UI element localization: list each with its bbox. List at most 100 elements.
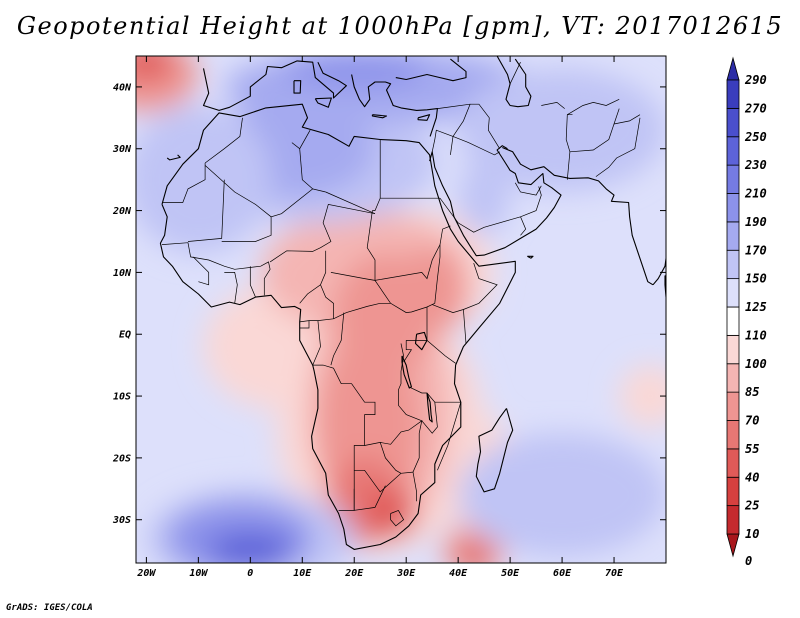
border-line-33 bbox=[434, 401, 462, 471]
border-line-38 bbox=[452, 103, 500, 149]
border-line-34 bbox=[192, 256, 210, 286]
colorbar-swatch-3 bbox=[726, 448, 740, 478]
border-line-45 bbox=[567, 98, 620, 116]
field-region-22 bbox=[136, 105, 272, 254]
coastline-black-sea bbox=[395, 58, 467, 82]
border-line-41 bbox=[439, 186, 542, 233]
colorbar: 0 10 25 40 55 70 85 100 110 125 150 170 190 210 230 250… bbox=[726, 56, 767, 568]
border-line-26 bbox=[432, 304, 467, 344]
lon-tick-label: 60E bbox=[553, 568, 572, 579]
field-region-8 bbox=[395, 247, 469, 335]
colorbar-label: 290 bbox=[744, 73, 767, 87]
border-line-16 bbox=[320, 284, 334, 319]
border-line-47 bbox=[613, 114, 641, 125]
border-line-18 bbox=[299, 318, 334, 323]
colorbar-swatch-1 bbox=[726, 505, 740, 535]
field-region-14 bbox=[136, 56, 173, 81]
field-region-19 bbox=[281, 56, 427, 87]
border-line-15 bbox=[374, 244, 441, 281]
coastline-caspian bbox=[496, 56, 532, 108]
border-line-49 bbox=[708, 161, 713, 198]
coastline-sardinia bbox=[293, 80, 302, 94]
colorbar-swatch-6 bbox=[726, 363, 740, 393]
border-line-9 bbox=[221, 216, 272, 242]
colorbar-swatch-4 bbox=[726, 420, 740, 450]
border-line-20 bbox=[312, 320, 376, 511]
border-line-8 bbox=[187, 179, 225, 242]
colorbar-swatch-12 bbox=[726, 193, 740, 223]
lon-tick-label: 10E bbox=[293, 568, 312, 579]
border-line-10 bbox=[161, 242, 271, 296]
map-title: Geopotential Height at 1000hPa [gpm], VT… bbox=[16, 12, 784, 40]
colorbar-label: 210 bbox=[744, 187, 767, 201]
border-line-5 bbox=[372, 139, 381, 211]
colorbar-top-arrow bbox=[726, 56, 740, 81]
colorbar-label: 150 bbox=[745, 272, 767, 286]
border-line-24 bbox=[406, 340, 456, 364]
country-borders bbox=[161, 62, 713, 527]
lat-tick-label: 10N bbox=[113, 268, 132, 279]
lon-tick-label: 40E bbox=[449, 568, 468, 579]
border-line-19 bbox=[299, 320, 310, 329]
border-line-30 bbox=[379, 442, 402, 474]
border-line-23 bbox=[403, 340, 413, 363]
colorbar-swatch-15 bbox=[726, 107, 740, 138]
border-line-17 bbox=[333, 302, 391, 320]
colorbar-label: 40 bbox=[745, 470, 759, 484]
colorbar-swatch-13 bbox=[726, 164, 740, 194]
colorbar-swatch-10 bbox=[726, 249, 740, 280]
colorbar-label: 55 bbox=[745, 442, 759, 456]
coastline-africa bbox=[159, 103, 516, 550]
border-line-48 bbox=[595, 117, 641, 177]
colorbar-label: 270 bbox=[744, 101, 767, 115]
lon-tick-label: 50E bbox=[501, 568, 520, 579]
lat-tick-label: 30S bbox=[112, 515, 131, 526]
border-line-31 bbox=[353, 485, 386, 511]
coastline-cyprus bbox=[417, 114, 431, 121]
border-line-40 bbox=[450, 136, 454, 155]
border-line-35 bbox=[224, 272, 238, 304]
colorbar-bottom-arrow bbox=[726, 533, 740, 558]
lon-tick-label: 20W bbox=[136, 568, 156, 579]
border-line-21 bbox=[330, 312, 345, 366]
coastline-lake-victoria bbox=[414, 331, 428, 351]
border-line-28 bbox=[364, 419, 423, 502]
lat-tick-label: EQ bbox=[119, 330, 131, 341]
colorbar-swatch-8 bbox=[726, 306, 740, 336]
lon-tick-label: 0 bbox=[247, 568, 253, 579]
field-region-21 bbox=[458, 161, 511, 236]
coastline-socotra bbox=[527, 255, 534, 259]
border-line-1 bbox=[204, 117, 243, 164]
colorbar-swatch-11 bbox=[726, 221, 740, 251]
coastline-crete bbox=[371, 114, 388, 119]
colorbar-label: 100 bbox=[745, 357, 767, 371]
border-line-11 bbox=[269, 203, 376, 263]
lon-tick-label: 30E bbox=[396, 568, 416, 579]
colorbar-swatch-5 bbox=[726, 391, 740, 421]
colorbar-swatch-7 bbox=[726, 334, 740, 365]
border-line-14 bbox=[374, 225, 451, 313]
colorbar-label: 125 bbox=[745, 300, 767, 314]
border-line-13 bbox=[330, 210, 376, 281]
colorbar-label: 190 bbox=[745, 215, 767, 229]
lat-tick-label: 40N bbox=[113, 82, 132, 93]
grads-credit: GrADS: IGES/COLA bbox=[6, 603, 93, 613]
coastlines bbox=[159, 56, 666, 550]
border-line-3 bbox=[291, 142, 313, 190]
border-line-29 bbox=[354, 469, 414, 493]
coastline-lake-malawi bbox=[426, 392, 433, 423]
coastline-india-east bbox=[652, 254, 666, 286]
colorbar-swatch-16 bbox=[726, 79, 740, 109]
colorbar-label: 70 bbox=[745, 414, 759, 428]
field-region-25 bbox=[208, 532, 292, 563]
field-region-12 bbox=[458, 544, 490, 563]
border-line-43 bbox=[520, 216, 527, 236]
border-line-4 bbox=[299, 130, 311, 149]
field-region-15 bbox=[619, 365, 666, 427]
colorbar-label: 25 bbox=[744, 499, 759, 513]
colorbar-label: 170 bbox=[745, 243, 767, 257]
colorbar-label: 250 bbox=[744, 130, 767, 144]
lat-tick-label: 10S bbox=[113, 392, 131, 403]
colorbar-label: 0 bbox=[745, 554, 752, 568]
